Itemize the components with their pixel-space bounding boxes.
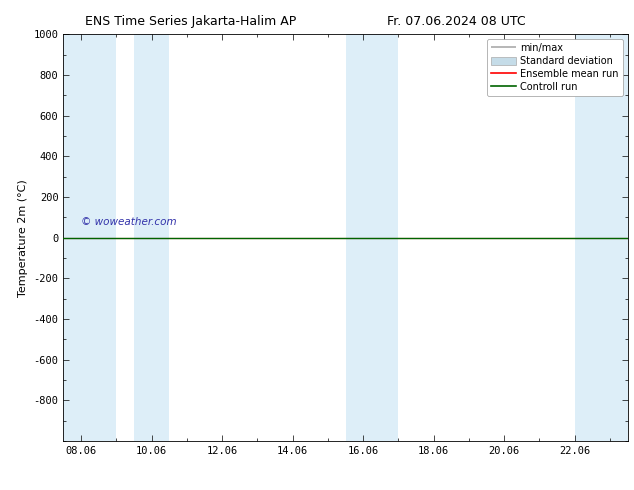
Legend: min/max, Standard deviation, Ensemble mean run, Controll run: min/max, Standard deviation, Ensemble me… [488, 39, 623, 96]
Bar [63, 34, 116, 441]
Bar [134, 34, 169, 441]
Bar [346, 34, 398, 441]
Text: © woweather.com: © woweather.com [81, 218, 177, 227]
Bar [575, 34, 628, 441]
Text: Fr. 07.06.2024 08 UTC: Fr. 07.06.2024 08 UTC [387, 15, 526, 28]
Y-axis label: Temperature 2m (°C): Temperature 2m (°C) [18, 179, 28, 296]
Text: ENS Time Series Jakarta-Halim AP: ENS Time Series Jakarta-Halim AP [84, 15, 296, 28]
